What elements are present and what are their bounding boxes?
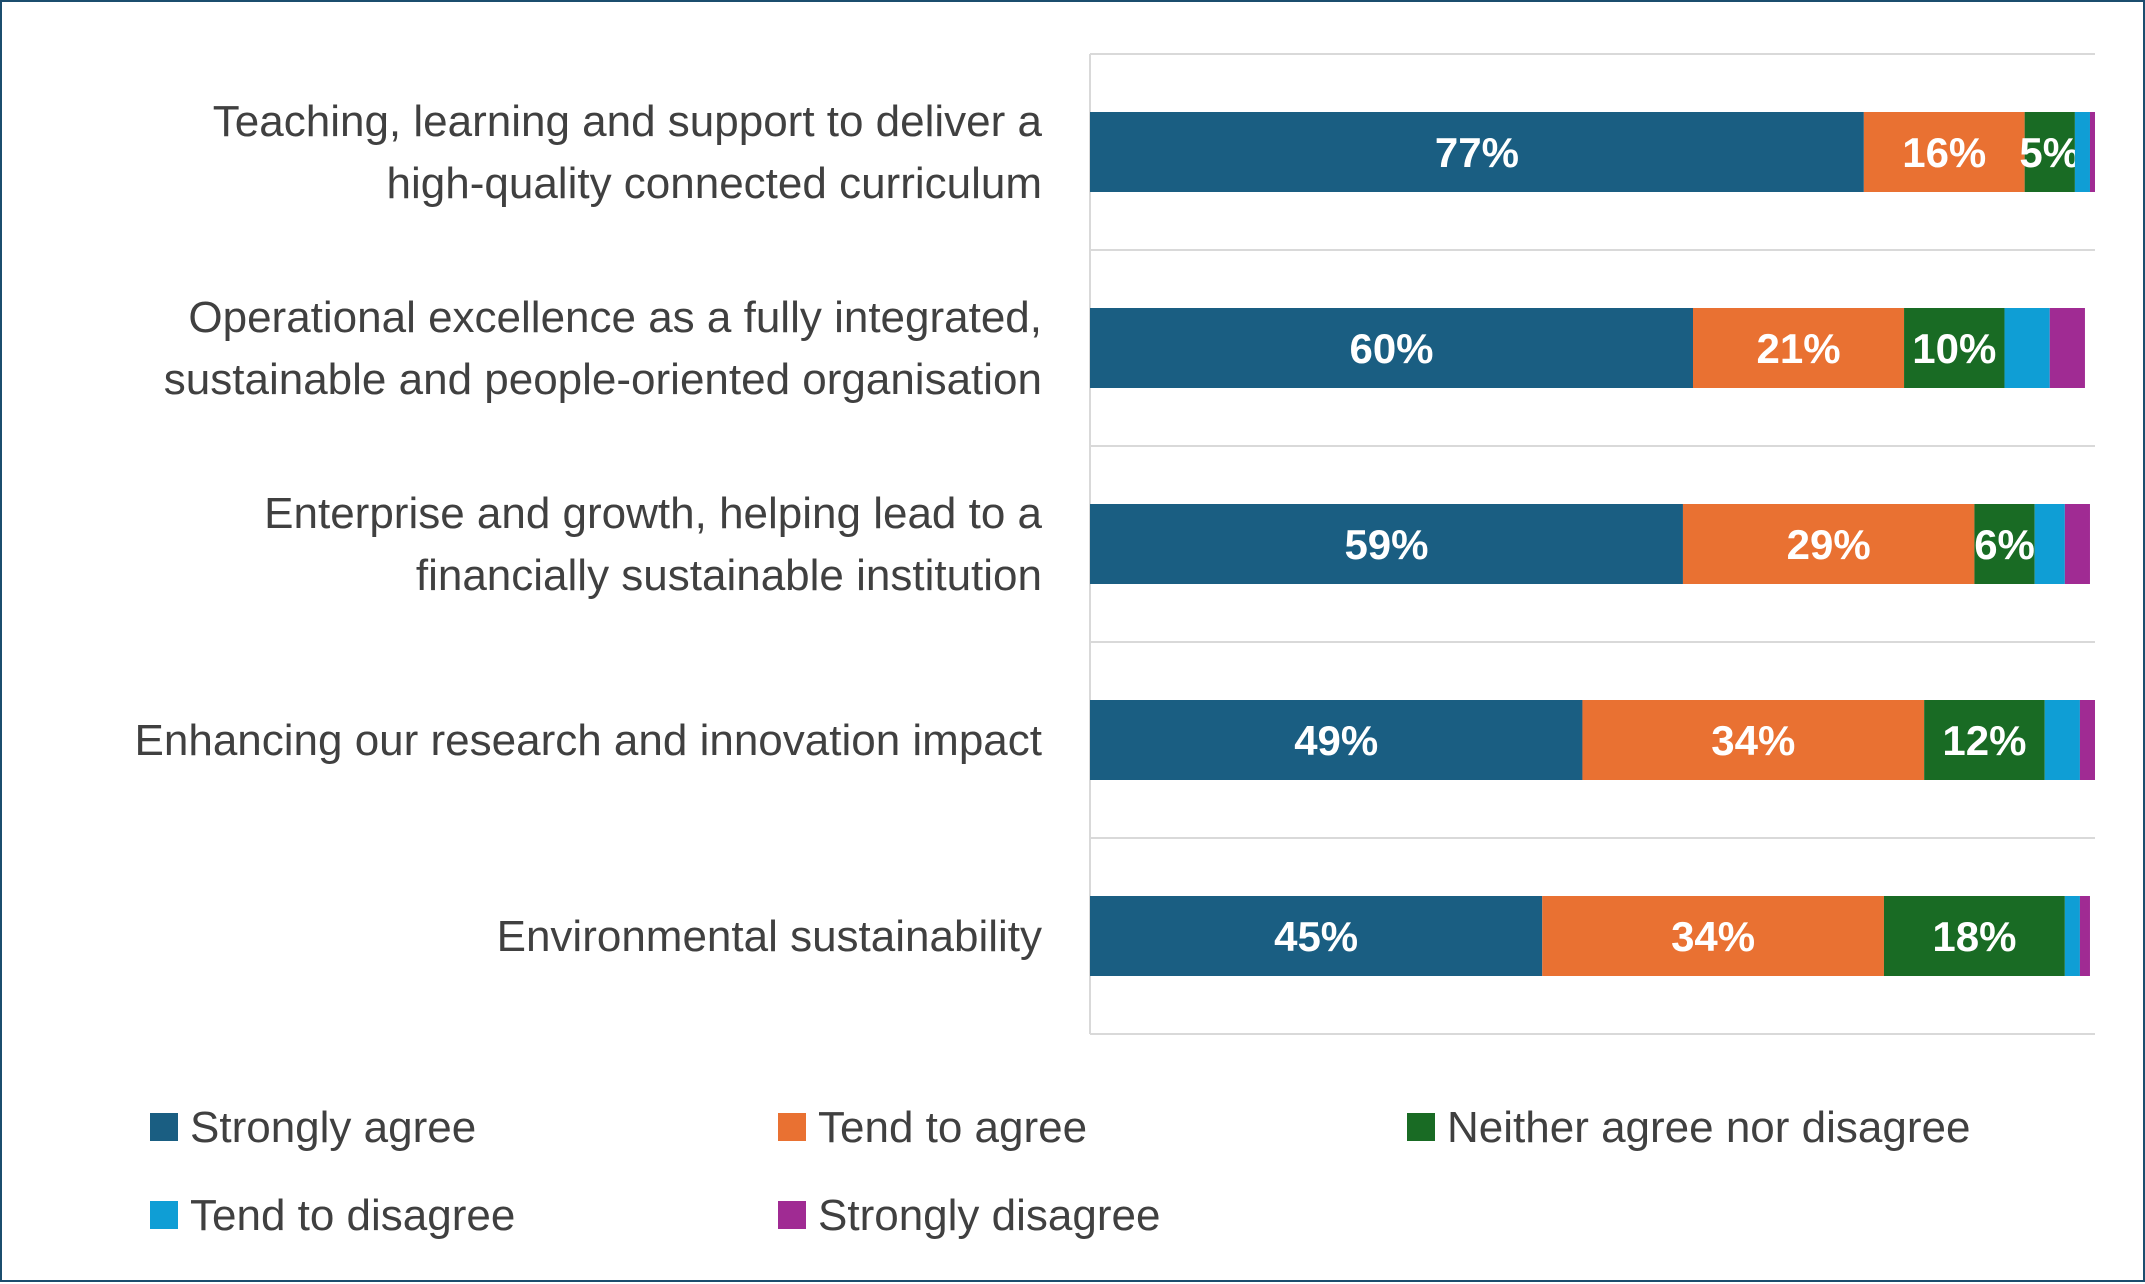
category-label: Enhancing our research and innovation im…: [135, 716, 1042, 765]
bar-segment: [1863, 112, 2025, 192]
bar-segment: [1090, 700, 1583, 780]
data-label: 16%: [1902, 129, 1986, 176]
legend-label: Tend to disagree: [190, 1191, 515, 1240]
category-label: Operational excellence as a fully integr…: [188, 293, 1042, 342]
bar-segment: [2079, 700, 2095, 780]
data-label: 29%: [1787, 521, 1871, 568]
bar-segment: [2024, 112, 2075, 192]
bar-segment: [2079, 896, 2090, 976]
bar-segment: [1682, 504, 1975, 584]
bar-segment: [2034, 504, 2065, 584]
legend-swatch: [778, 1113, 806, 1141]
bar-segment: [1582, 700, 1925, 780]
data-label: 6%: [1974, 521, 2035, 568]
bar-segment: [1693, 308, 1905, 388]
legend-label: Tend to agree: [818, 1103, 1087, 1152]
bar-segment: [1924, 700, 2045, 780]
data-label: 10%: [1912, 325, 1996, 372]
data-label: 18%: [1932, 913, 2016, 960]
data-label: 45%: [1274, 913, 1358, 960]
bar-segment: [2074, 112, 2090, 192]
category-label: Teaching, learning and support to delive…: [213, 97, 1043, 146]
legend-swatch: [778, 1201, 806, 1229]
legend-swatch: [150, 1201, 178, 1229]
bar-segment: [1090, 504, 1683, 584]
bar-segment: [2064, 896, 2080, 976]
category-label: high-quality connected curriculum: [387, 159, 1042, 208]
bar-segment: [1904, 308, 2005, 388]
bar-segment: [1542, 896, 1884, 976]
category-label: sustainable and people-oriented organisa…: [164, 355, 1042, 404]
bar-segment: [2044, 700, 2080, 780]
bar-segment: [1090, 896, 1543, 976]
data-label: 21%: [1756, 325, 1840, 372]
legend-label: Strongly disagree: [818, 1191, 1160, 1240]
legend-swatch: [150, 1113, 178, 1141]
category-label: Enterprise and growth, helping lead to a: [264, 489, 1042, 538]
data-label: 59%: [1344, 521, 1428, 568]
bar-segment: [2064, 504, 2090, 584]
bar-segment: [1974, 504, 2035, 584]
data-label: 49%: [1294, 717, 1378, 764]
bar-segment: [2049, 308, 2085, 388]
data-label: 12%: [1942, 717, 2026, 764]
bar-segment: [1090, 308, 1693, 388]
bar-segment: [2089, 112, 2095, 192]
category-label: financially sustainable institution: [416, 551, 1042, 600]
data-label: 5%: [2019, 129, 2080, 176]
data-label: 34%: [1711, 717, 1795, 764]
bar-segment: [1883, 896, 2065, 976]
bar-segment: [1090, 112, 1864, 192]
category-label: Environmental sustainability: [497, 912, 1042, 961]
data-label: 77%: [1435, 129, 1519, 176]
legend-label: Neither agree nor disagree: [1447, 1103, 1970, 1152]
data-label: 60%: [1349, 325, 1433, 372]
legend-label: Strongly agree: [190, 1103, 476, 1152]
legend-swatch: [1407, 1113, 1435, 1141]
data-label: 34%: [1671, 913, 1755, 960]
bar-segment: [2004, 308, 2050, 388]
